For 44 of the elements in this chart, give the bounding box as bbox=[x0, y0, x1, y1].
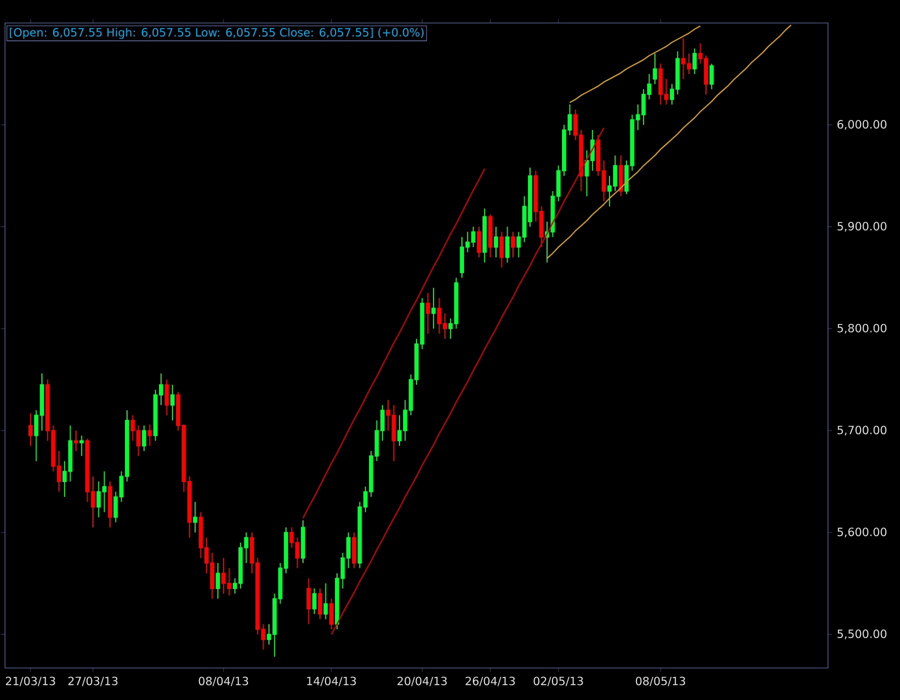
y-tick-label: 5,800.00 bbox=[838, 324, 886, 334]
candlestick bbox=[80, 435, 84, 457]
candlestick bbox=[193, 501, 198, 533]
candlestick bbox=[652, 53, 657, 85]
candlestick bbox=[306, 578, 311, 625]
candlestick bbox=[148, 424, 152, 446]
y-tick-label: 5,600.00 bbox=[838, 528, 886, 538]
y-tick-label: 5,700.00 bbox=[838, 426, 886, 436]
candlestick bbox=[500, 231, 504, 268]
candlestick bbox=[476, 226, 482, 258]
candlestick bbox=[510, 231, 516, 258]
x-tick-label: 08/04/13 bbox=[198, 676, 248, 686]
candlestick bbox=[164, 379, 169, 416]
candlestick bbox=[300, 520, 306, 564]
x-tick-label: 08/05/13 bbox=[636, 676, 686, 686]
candlestick bbox=[488, 214, 492, 258]
candlestick bbox=[216, 562, 220, 600]
candlestick bbox=[74, 430, 78, 452]
y-tick-label: 6,000.00 bbox=[838, 120, 886, 130]
candlestick bbox=[28, 412, 33, 446]
candlestick bbox=[505, 226, 510, 263]
candlestick bbox=[329, 598, 334, 630]
candlestick bbox=[352, 532, 356, 569]
candlestick bbox=[618, 154, 623, 197]
candlestick bbox=[431, 287, 436, 330]
x-tick-label: 14/04/13 bbox=[307, 676, 356, 686]
candlestick bbox=[142, 424, 146, 452]
candlestick bbox=[324, 582, 328, 620]
candlestick bbox=[318, 588, 322, 620]
x-tick-label: 26/04/13 bbox=[466, 676, 515, 686]
candlestick bbox=[108, 481, 112, 528]
x-tick-label: 27/03/13 bbox=[68, 676, 118, 686]
candlestick bbox=[426, 292, 430, 334]
candlestick bbox=[494, 226, 498, 258]
y-tick-label: 5,900.00 bbox=[838, 222, 886, 232]
candlestick bbox=[482, 208, 487, 263]
candlestick bbox=[692, 48, 697, 74]
x-tick-label: 02/05/13 bbox=[534, 676, 583, 686]
candlestick bbox=[312, 588, 316, 614]
chart-title: [Open: 6,057.55 High: 6,057.55 Low: 6,057.55 Close: 6,057.55] (+0.0%) bbox=[10, 28, 424, 39]
x-tick-label: 21/03/13 bbox=[6, 676, 56, 686]
y-tick-label: 5,500.00 bbox=[838, 630, 886, 640]
x-tick-label: 20/04/13 bbox=[398, 676, 447, 686]
candlestick bbox=[170, 384, 175, 421]
